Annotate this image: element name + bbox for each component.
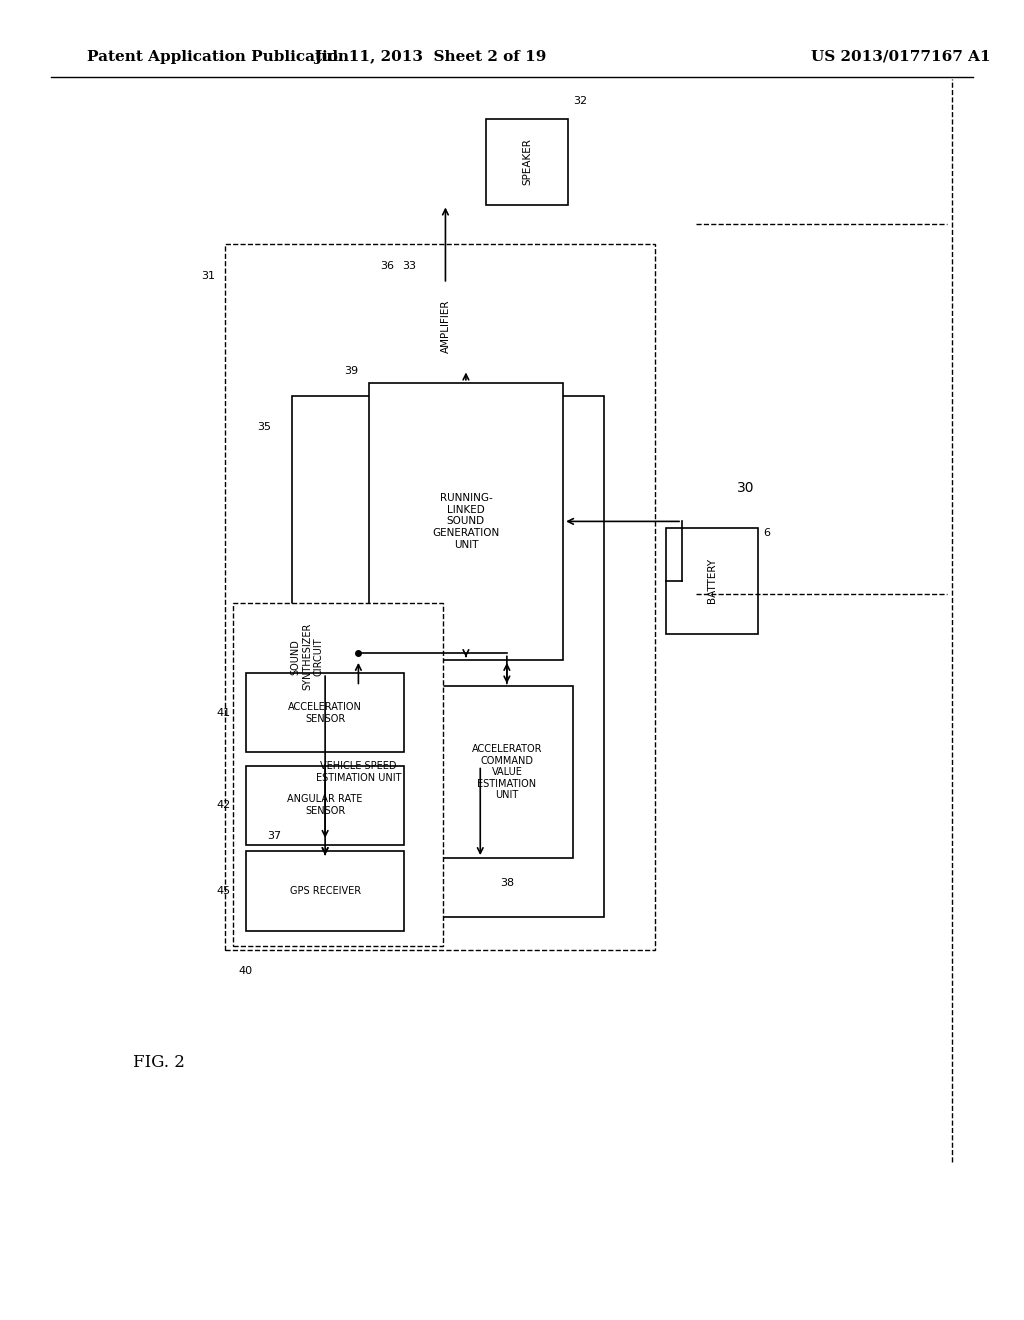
Text: ACCELERATOR
COMMAND
VALUE
ESTIMATION
UNIT: ACCELERATOR COMMAND VALUE ESTIMATION UNI… — [472, 744, 542, 800]
FancyBboxPatch shape — [369, 383, 563, 660]
Text: 40: 40 — [239, 966, 253, 977]
Text: 39: 39 — [344, 366, 358, 376]
Text: 31: 31 — [201, 271, 215, 281]
FancyBboxPatch shape — [246, 766, 404, 845]
Text: 37: 37 — [267, 830, 282, 841]
Text: 35: 35 — [257, 422, 271, 433]
FancyBboxPatch shape — [292, 686, 425, 858]
Text: 32: 32 — [573, 95, 588, 106]
Text: 41: 41 — [216, 708, 230, 718]
Text: US 2013/0177167 A1: US 2013/0177167 A1 — [811, 50, 991, 63]
Text: Patent Application Publication: Patent Application Publication — [87, 50, 349, 63]
Text: ANGULAR RATE
SENSOR: ANGULAR RATE SENSOR — [288, 795, 362, 816]
FancyBboxPatch shape — [440, 686, 573, 858]
Text: Jul. 11, 2013  Sheet 2 of 19: Jul. 11, 2013 Sheet 2 of 19 — [314, 50, 546, 63]
Text: RUNNING-
LINKED
SOUND
GENERATION
UNIT: RUNNING- LINKED SOUND GENERATION UNIT — [432, 494, 500, 549]
Text: 30: 30 — [737, 482, 755, 495]
Text: 42: 42 — [216, 800, 230, 810]
Text: FIG. 2: FIG. 2 — [133, 1055, 185, 1071]
FancyBboxPatch shape — [404, 284, 486, 370]
FancyBboxPatch shape — [246, 673, 404, 752]
Text: ACCELERATION
SENSOR: ACCELERATION SENSOR — [288, 702, 362, 723]
Text: VEHICLE SPEED
ESTIMATION UNIT: VEHICLE SPEED ESTIMATION UNIT — [315, 762, 401, 783]
Text: SPEAKER: SPEAKER — [522, 139, 532, 185]
Text: 6: 6 — [763, 528, 770, 539]
FancyBboxPatch shape — [292, 396, 604, 917]
FancyBboxPatch shape — [225, 244, 655, 950]
FancyBboxPatch shape — [486, 119, 568, 205]
Text: 33: 33 — [402, 260, 417, 271]
Text: 45: 45 — [216, 886, 230, 896]
Text: 38: 38 — [500, 878, 514, 888]
Text: SOUND
SYNTHESIZER
CIRCUIT: SOUND SYNTHESIZER CIRCUIT — [291, 623, 324, 690]
Text: AMPLIFIER: AMPLIFIER — [440, 300, 451, 354]
FancyBboxPatch shape — [666, 528, 758, 634]
Text: 36: 36 — [380, 260, 394, 271]
Text: BATTERY: BATTERY — [707, 558, 717, 603]
Text: GPS RECEIVER: GPS RECEIVER — [290, 886, 360, 896]
FancyBboxPatch shape — [246, 851, 404, 931]
FancyBboxPatch shape — [233, 603, 443, 946]
